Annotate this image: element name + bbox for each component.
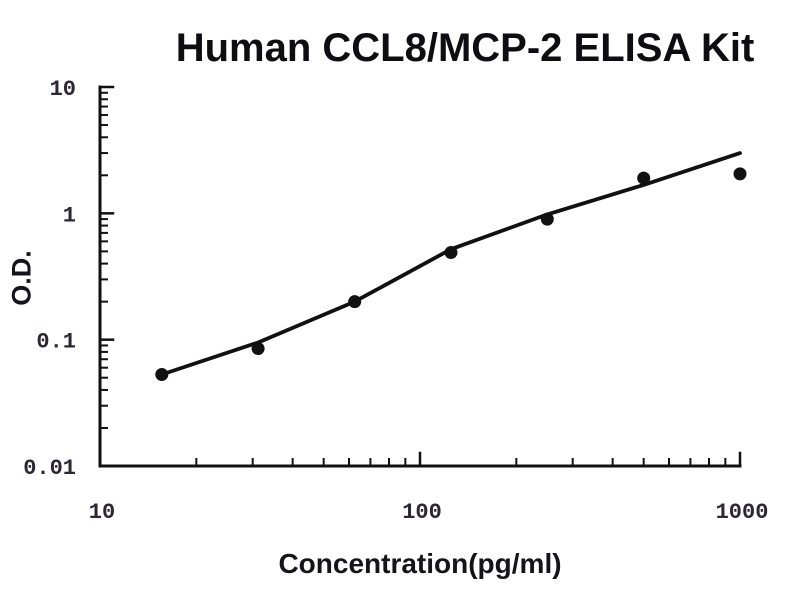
- x-axis-label: Concentration(pg/ml): [278, 548, 562, 579]
- x-tick-label: 10: [89, 500, 115, 525]
- trend-line: [159, 151, 742, 377]
- data-point: [444, 246, 458, 259]
- y-tick-label: 0.1: [36, 330, 76, 355]
- x-tick-label: 1000: [716, 500, 769, 525]
- x-tick-label: 100: [402, 500, 442, 525]
- data-point: [540, 212, 554, 226]
- chart-title: Human CCL8/MCP-2 ELISA Kit: [175, 26, 755, 70]
- data-point: [733, 167, 747, 181]
- data-point: [251, 342, 265, 356]
- y-tick-label: 10: [50, 77, 76, 102]
- data-point: [637, 171, 651, 185]
- y-tick-label: 0.01: [23, 456, 76, 481]
- data-point: [155, 368, 169, 381]
- data-point: [348, 295, 362, 309]
- y-tick-label: 1: [63, 203, 76, 228]
